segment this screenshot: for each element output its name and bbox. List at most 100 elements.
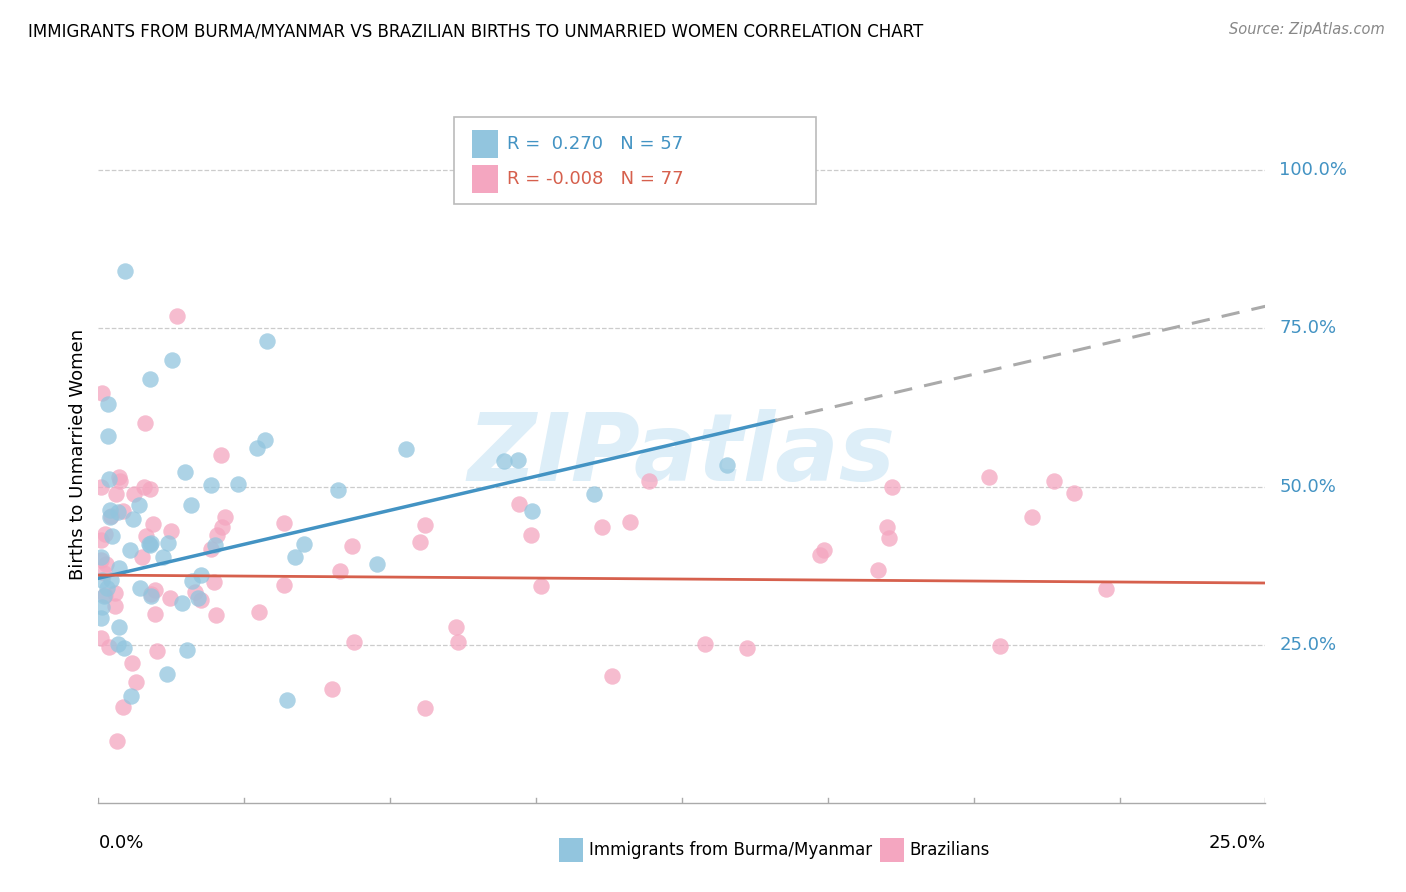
Point	[1043, 474, 1066, 488]
Point	[128, 499, 150, 513]
Point	[877, 531, 900, 545]
Text: 0.0%: 0.0%	[98, 834, 143, 852]
Point	[100, 573, 122, 587]
Text: 75.0%: 75.0%	[1279, 319, 1337, 337]
Point	[143, 582, 166, 597]
Text: 25.0%: 25.0%	[1279, 636, 1337, 654]
Point	[138, 536, 160, 550]
Bar	[560, 838, 582, 862]
Point	[131, 549, 153, 564]
Point	[94, 526, 117, 541]
Point	[98, 503, 121, 517]
Point	[619, 515, 641, 529]
Point	[520, 504, 543, 518]
Point	[98, 640, 121, 654]
Point	[120, 543, 142, 558]
Point	[108, 475, 131, 489]
Point	[107, 505, 129, 519]
Point	[90, 550, 112, 565]
Point	[146, 644, 169, 658]
Point	[160, 524, 183, 538]
Point	[138, 372, 160, 386]
Point	[107, 637, 129, 651]
Point	[340, 539, 363, 553]
Point	[1094, 582, 1116, 596]
Point	[108, 470, 131, 484]
Point	[141, 589, 163, 603]
Point	[366, 558, 388, 572]
Point	[139, 482, 162, 496]
Point	[96, 581, 118, 595]
Point	[284, 549, 307, 564]
Point	[808, 549, 831, 563]
Point	[214, 509, 236, 524]
Point	[415, 518, 437, 533]
Point	[172, 596, 194, 610]
Point	[447, 635, 470, 649]
Point	[124, 674, 146, 689]
Point	[813, 542, 835, 557]
Point	[1063, 485, 1085, 500]
Point	[143, 607, 166, 621]
Text: R = -0.008   N = 77: R = -0.008 N = 77	[506, 169, 683, 187]
Point	[134, 417, 156, 431]
Point	[160, 353, 183, 368]
Point	[166, 309, 188, 323]
Point	[187, 591, 209, 605]
Point	[97, 429, 120, 443]
Point	[202, 575, 225, 590]
Point	[90, 632, 112, 646]
Point	[180, 498, 202, 512]
Point	[273, 578, 295, 592]
Point	[529, 579, 551, 593]
Point	[104, 487, 127, 501]
Point	[183, 584, 205, 599]
Text: 50.0%: 50.0%	[1279, 477, 1336, 496]
Point	[446, 620, 468, 634]
Bar	[880, 838, 904, 862]
Point	[90, 479, 112, 493]
Y-axis label: Births to Unmarried Women: Births to Unmarried Women	[69, 329, 87, 581]
Point	[94, 557, 117, 571]
FancyBboxPatch shape	[454, 118, 815, 204]
Point	[190, 568, 212, 582]
Text: Immigrants from Burma/Myanmar: Immigrants from Burma/Myanmar	[589, 841, 872, 859]
Point	[200, 478, 222, 492]
Point	[876, 520, 898, 534]
Point	[135, 529, 157, 543]
Text: R =  0.270   N = 57: R = 0.270 N = 57	[506, 135, 683, 153]
Point	[121, 657, 143, 671]
Point	[129, 581, 152, 595]
Point	[156, 666, 179, 681]
Text: IMMIGRANTS FROM BURMA/MYANMAR VS BRAZILIAN BIRTHS TO UNMARRIED WOMEN CORRELATION: IMMIGRANTS FROM BURMA/MYANMAR VS BRAZILI…	[28, 22, 924, 40]
Point	[205, 528, 228, 542]
Point	[508, 497, 530, 511]
Point	[180, 574, 202, 589]
Point	[716, 458, 738, 472]
Bar	[472, 130, 498, 158]
Point	[880, 480, 903, 494]
Point	[292, 537, 315, 551]
Point	[105, 733, 128, 747]
Point	[122, 487, 145, 501]
Text: 25.0%: 25.0%	[1208, 834, 1265, 852]
Point	[90, 611, 112, 625]
Point	[97, 471, 120, 485]
Point	[93, 589, 115, 603]
Point	[1021, 510, 1043, 524]
Point	[329, 564, 352, 578]
Point	[247, 605, 270, 619]
Point	[990, 639, 1012, 653]
Point	[139, 537, 162, 551]
Point	[637, 475, 659, 489]
Point	[276, 693, 298, 707]
Point	[408, 535, 430, 549]
Point	[90, 386, 112, 401]
Point	[977, 470, 1000, 484]
Point	[343, 635, 366, 649]
Point	[253, 434, 276, 448]
Point	[90, 533, 112, 547]
Point	[211, 520, 233, 534]
Point	[256, 334, 278, 348]
Point	[173, 466, 195, 480]
